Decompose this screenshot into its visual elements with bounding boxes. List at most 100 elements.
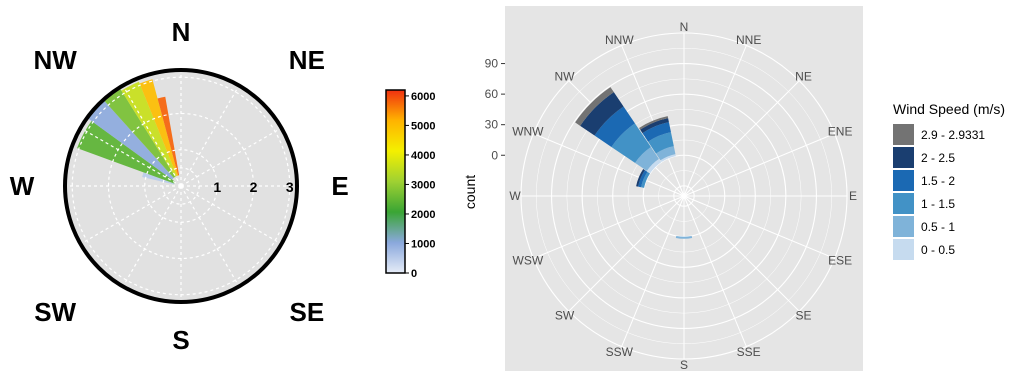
direction-label: WSW [513,254,544,268]
polar-outline [63,68,299,304]
field-sector [121,81,177,177]
y-tick-label: 60 [485,87,499,101]
polar-grid [65,70,297,302]
field-sector [142,172,175,185]
direction-label: SW [555,309,575,323]
direction-label: W [509,189,521,203]
ring-labels: 1 2 3 [213,179,294,195]
rose-bar-segment [640,118,669,134]
ring-label: 2 [250,179,258,195]
rose-bar-segment [641,171,650,188]
direction-label: ESE [828,254,852,268]
legend-label: 2 - 2.5 [921,151,955,165]
legend: Wind Speed (m/s) 2.9 - 2.9331 2 - 2.5 1.5 … [893,101,1005,260]
colorbar-tick-label: 6000 [411,91,435,103]
direction-label: WNW [512,124,544,138]
compass-label-sw: SW [34,297,76,327]
rose-bar-segment [648,132,674,154]
wind-rose: N NNE NE ENE E ESE SE SSE S SSW SW WSW W WNW NW NNW 0 30… [462,6,863,372]
rose-bar-segment [636,169,645,187]
grid-spoke [180,185,240,287]
grid-spoke [683,195,747,347]
compass-label-nw: NW [33,45,77,75]
field-sector [77,121,176,184]
legend-swatch [893,216,914,237]
legend-swatch [893,170,914,191]
rose-bar-segment [639,116,669,130]
direction-label: E [849,189,857,203]
colorbar-ticks: 0 1000 2000 3000 4000 5000 6000 [405,91,435,280]
grid-spoke [683,195,800,312]
rose-bar-segment [594,106,635,147]
y-axis: 0 30 60 90 [485,57,505,162]
legend-swatch [893,239,914,260]
rose-bar-segment [655,146,676,161]
direction-label: SE [795,309,811,323]
rose-bars [575,87,693,239]
grid-spoke [80,185,182,245]
grid-spoke [568,195,685,312]
direction-label: NNE [736,33,761,47]
y-axis-title: count [462,175,478,209]
colorbar-tick-label: 5000 [411,120,435,132]
legend-title: Wind Speed (m/s) [893,101,1005,117]
legend-swatch [893,193,914,214]
rose-bar-segment [575,87,614,126]
grid-spoke [122,85,182,187]
rose-bar-segment [646,158,662,174]
field-sector [157,96,180,176]
direction-label: SSW [606,345,634,359]
direction-label: ENE [828,124,853,138]
grid-spoke [122,185,182,287]
grid-spoke [621,195,685,347]
direction-label: N [680,20,689,34]
legend-swatch [893,147,914,168]
rose-bar-segment [642,122,671,142]
direction-label: SSE [737,345,761,359]
grid-spoke [180,127,282,187]
rose-bar-segment [638,170,648,188]
rose-bar-segment [611,123,651,163]
grid-spoke [533,195,685,259]
legend-swatch [893,124,914,145]
rose-bar-segment [580,92,624,136]
rose-bar-segment [660,154,676,162]
ring-label: 1 [213,179,221,195]
direction-label: NE [795,69,812,83]
colorbar-tick-label: 4000 [411,150,435,162]
legend-label: 0.5 - 1 [921,220,955,234]
field-sector [104,89,176,178]
y-tick-label: 30 [485,118,499,132]
compass-label-n: N [172,17,191,47]
y-tick-label: 90 [485,57,499,71]
direction-label: NNW [605,33,634,47]
direction-label: S [680,358,688,372]
grid-spoke [180,185,282,245]
colorbar-tick-label: 1000 [411,238,435,250]
compass-label-se: SE [290,297,325,327]
compass-labels: N NE E SE S SW W NW [10,17,349,355]
legend-label: 1 - 1.5 [921,197,955,211]
grid-spoke [180,85,240,187]
legend-label: 0 - 0.5 [921,243,955,257]
rose-bar-segment [675,236,693,239]
colorbar-fill [385,89,406,274]
field-sector [88,101,174,180]
grid-spoke [683,80,800,197]
y-tick-label: 0 [491,148,498,162]
legend-items: 2.9 - 2.9331 2 - 2.5 1.5 - 2 1 - 1.5 0.5 - 1… [893,124,985,260]
legend-label: 2.9 - 2.9331 [921,128,985,142]
colorbar-tick-label: 0 [411,268,417,280]
compass-label-e: E [331,171,348,201]
grid-spoke [80,127,182,187]
legend-label: 1.5 - 2 [921,174,955,188]
direction-labels: N NNE NE ENE E ESE SE SSE S SSW SW WSW W WNW NW NNW [509,20,857,372]
colorbar-tick-label: 2000 [411,209,435,221]
grid-spoke [683,45,747,197]
polar-heatmap: 1 2 3 N NE E SE S SW W NW [10,17,349,355]
colorbar: 0 1000 2000 3000 4000 5000 6000 [385,89,435,280]
ring-label: 3 [286,179,294,195]
grid-spoke [533,133,685,197]
compass-label-s: S [172,325,189,355]
